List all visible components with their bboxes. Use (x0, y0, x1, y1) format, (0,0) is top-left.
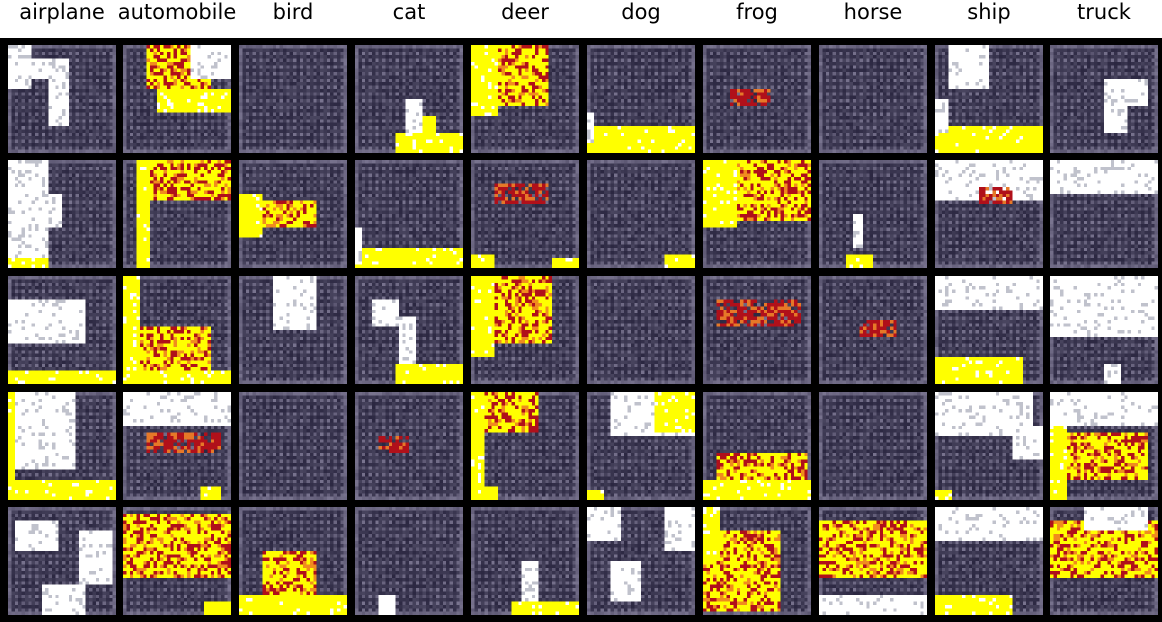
sample-image-cat-4 (355, 392, 463, 500)
sample-image-automobile-2 (123, 160, 231, 268)
sample-image-dog-5 (587, 507, 695, 615)
sample-image-frog-5 (703, 507, 811, 615)
sample-image-frog-2 (703, 160, 811, 268)
sample-image-horse-5 (819, 507, 927, 615)
sample-image-bird-2 (239, 160, 347, 268)
sample-image-cat-1 (355, 45, 463, 153)
sample-image-airplane-5 (8, 507, 116, 615)
sample-image-horse-3 (819, 276, 927, 384)
class-label-truck: truck (1077, 0, 1131, 24)
sample-image-cat-5 (355, 507, 463, 615)
sample-image-bird-3 (239, 276, 347, 384)
sample-image-bird-4 (239, 392, 347, 500)
class-label-automobile: automobile (117, 0, 237, 24)
class-label-dog: dog (621, 0, 661, 24)
sample-image-cat-3 (355, 276, 463, 384)
sample-image-frog-1 (703, 45, 811, 153)
sample-image-frog-3 (703, 276, 811, 384)
sample-image-bird-1 (239, 45, 347, 153)
class-label-ship: ship (967, 0, 1011, 24)
sample-image-truck-3 (1050, 276, 1158, 384)
class-label-header: airplane automobile bird cat deer dog frog hors… (0, 0, 1162, 38)
sample-image-ship-4 (935, 392, 1043, 500)
sample-image-truck-5 (1050, 507, 1158, 615)
sample-image-automobile-1 (123, 45, 231, 153)
sample-image-truck-1 (1050, 45, 1158, 153)
sample-image-horse-2 (819, 160, 927, 268)
sample-image-truck-2 (1050, 160, 1158, 268)
sample-image-automobile-4 (123, 392, 231, 500)
sample-image-ship-1 (935, 45, 1043, 153)
sample-image-deer-1 (471, 45, 579, 153)
sample-image-ship-3 (935, 276, 1043, 384)
sample-image-airplane-3 (8, 276, 116, 384)
sample-image-grid (0, 38, 1162, 622)
sample-image-deer-4 (471, 392, 579, 500)
sample-image-bird-5 (239, 507, 347, 615)
sample-image-airplane-1 (8, 45, 116, 153)
class-label-bird: bird (272, 0, 314, 24)
class-label-deer: deer (501, 0, 549, 24)
sample-image-cat-2 (355, 160, 463, 268)
sample-image-horse-1 (819, 45, 927, 153)
sample-image-ship-5 (935, 507, 1043, 615)
sample-image-deer-2 (471, 160, 579, 268)
sample-image-frog-4 (703, 392, 811, 500)
class-label-frog: frog (736, 0, 778, 24)
class-label-cat: cat (392, 0, 426, 24)
sample-image-airplane-4 (8, 392, 116, 500)
class-label-horse: horse (843, 0, 903, 24)
class-label-airplane: airplane (19, 0, 105, 24)
sample-image-dog-1 (587, 45, 695, 153)
sample-image-dog-4 (587, 392, 695, 500)
sample-image-horse-4 (819, 392, 927, 500)
sample-image-airplane-2 (8, 160, 116, 268)
sample-image-dog-2 (587, 160, 695, 268)
sample-image-deer-3 (471, 276, 579, 384)
sample-image-deer-5 (471, 507, 579, 615)
sample-image-ship-2 (935, 160, 1043, 268)
sample-image-automobile-3 (123, 276, 231, 384)
sample-image-automobile-5 (123, 507, 231, 615)
sample-image-dog-3 (587, 276, 695, 384)
sample-image-truck-4 (1050, 392, 1158, 500)
